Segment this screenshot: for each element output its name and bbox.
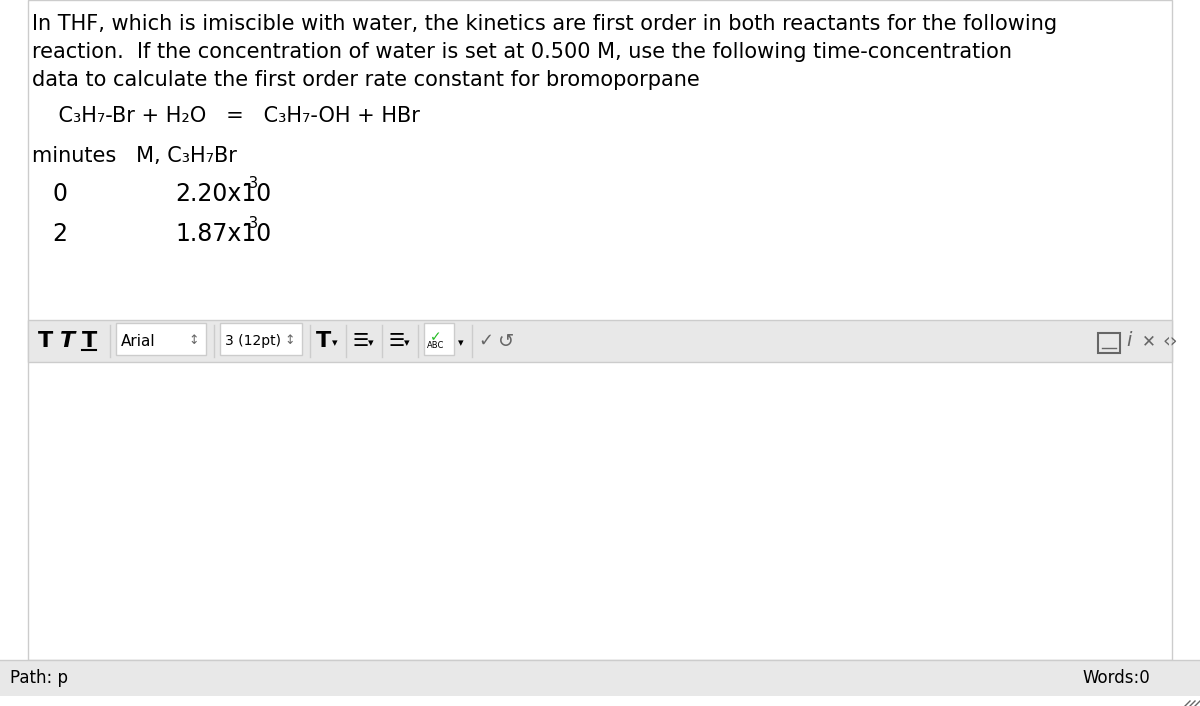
- Text: C₃H₇-Br + H₂O   =   C₃H₇-OH + HBr: C₃H₇-Br + H₂O = C₃H₇-OH + HBr: [32, 106, 420, 126]
- Text: Words:0: Words:0: [1082, 669, 1150, 687]
- FancyBboxPatch shape: [116, 323, 206, 355]
- Text: ✓: ✓: [430, 330, 442, 344]
- Text: ✓: ✓: [478, 332, 493, 350]
- Text: T: T: [316, 331, 331, 351]
- Text: In THF, which is imiscible with water, the kinetics are first order in both reac: In THF, which is imiscible with water, t…: [32, 14, 1057, 34]
- Text: Path: p: Path: p: [10, 669, 68, 687]
- Text: 2.20x10: 2.20x10: [175, 182, 271, 206]
- FancyBboxPatch shape: [28, 320, 1172, 362]
- Text: 2: 2: [52, 222, 67, 246]
- Text: reaction.  If the concentration of water is set at 0.500 M, use the following ti: reaction. If the concentration of water …: [32, 42, 1012, 62]
- Text: ↕: ↕: [284, 335, 294, 347]
- Text: 0: 0: [52, 182, 67, 206]
- Text: ▾: ▾: [404, 338, 409, 348]
- Text: -3: -3: [244, 216, 259, 231]
- Text: ✕: ✕: [1142, 332, 1156, 350]
- Text: ☰: ☰: [388, 332, 404, 350]
- Text: ▾: ▾: [332, 338, 337, 348]
- Text: T: T: [38, 331, 53, 351]
- Text: ☰: ☰: [352, 332, 368, 350]
- Text: T: T: [60, 331, 76, 351]
- FancyBboxPatch shape: [28, 0, 1172, 660]
- Text: ↺: ↺: [498, 332, 515, 350]
- Text: 1.87x10: 1.87x10: [175, 222, 271, 246]
- Text: ‹›: ‹›: [1162, 332, 1177, 350]
- FancyBboxPatch shape: [1098, 333, 1120, 353]
- Text: minutes   M, C₃H₇Br: minutes M, C₃H₇Br: [32, 146, 236, 166]
- Text: ↕: ↕: [188, 335, 198, 347]
- Text: Arial: Arial: [121, 333, 156, 349]
- Text: ▾: ▾: [458, 338, 463, 348]
- FancyBboxPatch shape: [424, 323, 454, 355]
- Text: 3 (12pt): 3 (12pt): [226, 334, 281, 348]
- Text: T: T: [82, 331, 97, 351]
- Text: data to calculate the first order rate constant for bromoporpane: data to calculate the first order rate c…: [32, 70, 700, 90]
- Text: ABC: ABC: [427, 342, 444, 350]
- Text: -3: -3: [244, 176, 259, 191]
- Text: ▾: ▾: [368, 338, 373, 348]
- FancyBboxPatch shape: [220, 323, 302, 355]
- FancyBboxPatch shape: [0, 660, 1200, 696]
- Text: i: i: [1126, 332, 1132, 350]
